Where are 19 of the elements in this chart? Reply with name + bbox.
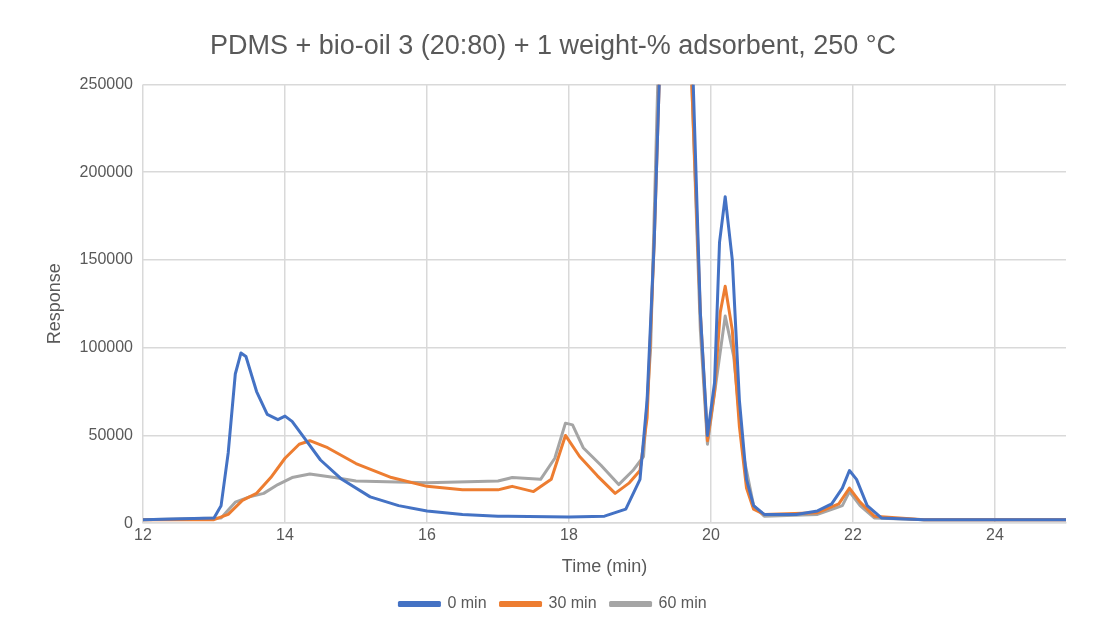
legend-label: 60 min [658, 594, 707, 612]
x-tick-label: 18 [560, 526, 578, 544]
x-tick-label: 14 [276, 526, 294, 544]
y-tick-label: 250000 [79, 74, 134, 92]
y-tick-label: 0 [124, 513, 134, 531]
x-tick-label: 20 [702, 526, 720, 544]
chart-title: PDMS + bio-oil 3 (20:80) + 1 weight-% adsorbent, 250 °C [209, 29, 897, 60]
x-tick-label: 12 [134, 526, 152, 544]
legend-label: 30 min [548, 594, 597, 612]
x-tick-label: 24 [986, 526, 1004, 544]
x-tick-label: 22 [844, 526, 862, 544]
y-tick-label: 100000 [79, 338, 134, 356]
x-axis-title: Time (min) [561, 556, 648, 577]
x-tick-label: 16 [418, 526, 436, 544]
y-tick-label: 50000 [88, 425, 134, 443]
y-tick-label: 200000 [79, 162, 134, 180]
y-tick-label: 150000 [79, 250, 134, 268]
y-axis-title: Response [43, 263, 64, 345]
legend-label: 0 min [447, 594, 487, 612]
